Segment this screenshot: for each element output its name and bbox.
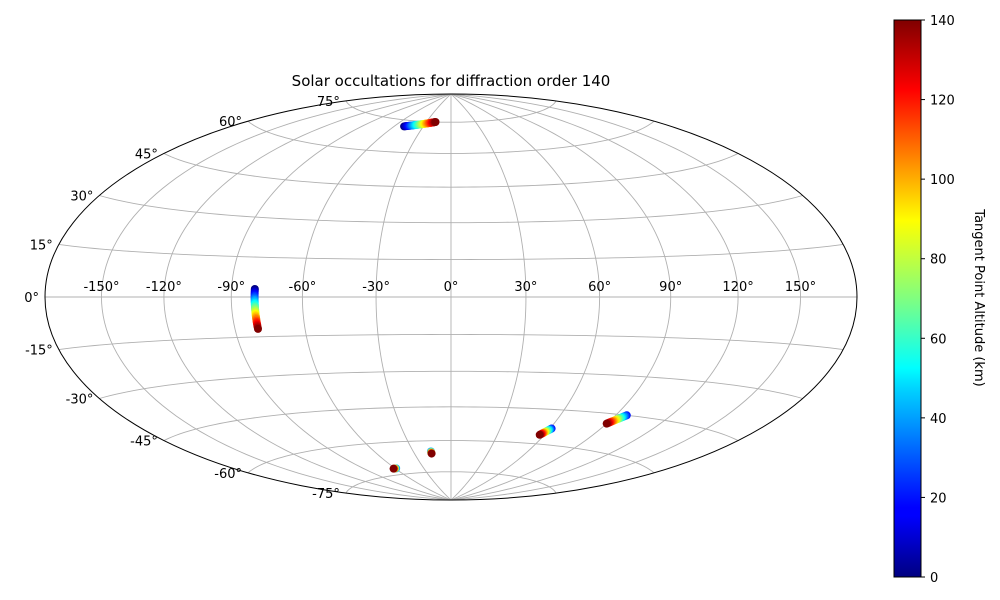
parallel-line	[58, 244, 844, 260]
lon-tick-label: 0°	[444, 280, 459, 295]
lat-tick-label: -60°	[214, 467, 242, 482]
lat-tick-label: 0°	[24, 291, 39, 306]
occultation-point	[427, 449, 436, 458]
map-gridlines	[45, 94, 857, 500]
lat-tick-label: 75°	[317, 95, 340, 110]
lat-tick-label: -15°	[25, 344, 53, 359]
colorbar-ticks: 0 20 40 60 80 100 120 140	[921, 14, 955, 586]
lon-tick-label: -30°	[362, 280, 390, 295]
lon-tick-label: 90°	[659, 280, 682, 295]
lon-tick-label: 120°	[722, 280, 753, 295]
lat-tick-label: -30°	[66, 393, 94, 408]
lat-tick-label: 15°	[30, 239, 53, 254]
colorbar-tick-label: 100	[930, 173, 955, 188]
occultation-point	[535, 430, 544, 439]
lon-tick-label: -60°	[289, 280, 317, 295]
colorbar-tick-label: 40	[930, 412, 947, 427]
parallel-line	[58, 334, 844, 350]
chart-title: Solar occultations for diffraction order…	[292, 72, 611, 90]
parallel-line	[163, 406, 739, 441]
colorbar-tick-label: 140	[930, 14, 955, 29]
colorbar-tick-label: 60	[930, 332, 947, 347]
lon-tick-label: 150°	[785, 280, 816, 295]
parallel-line	[99, 370, 803, 399]
lon-tick-label: -90°	[217, 280, 245, 295]
parallel-line	[247, 120, 655, 154]
lat-tick-label: 60°	[219, 115, 242, 130]
lat-tick-label: 45°	[135, 148, 158, 163]
parallel-line	[345, 471, 557, 494]
longitude-tick-labels: -150° -120° -90° -60° -30° 0° 30° 60° 90° 120° 150…	[83, 280, 816, 295]
lon-tick-label: -150°	[83, 280, 119, 295]
latitude-tick-labels: -75° -60° -45° -30° -15° 0° 15° 30° 45° 60° 75°	[24, 95, 340, 502]
occultation-point	[389, 464, 398, 473]
occultation-point	[431, 117, 440, 126]
lat-tick-label: 30°	[70, 190, 93, 205]
colorbar-tick-label: 80	[930, 253, 947, 268]
lat-tick-label: -45°	[130, 435, 158, 450]
occultation-point	[602, 419, 611, 428]
colorbar-tick-label: 20	[930, 491, 947, 506]
occultation-points	[250, 117, 631, 473]
parallel-line	[99, 195, 803, 224]
lat-tick-label: -75°	[312, 487, 340, 502]
lon-tick-label: 30°	[514, 280, 537, 295]
occultation-point	[254, 324, 262, 333]
colorbar-tick-label: 120	[930, 94, 955, 109]
parallel-line	[247, 440, 655, 474]
parallel-line	[163, 153, 739, 188]
colorbar-tick-label: 0	[930, 571, 938, 586]
parallel-line	[345, 100, 557, 123]
lon-tick-label: 60°	[588, 280, 611, 295]
map-boundary	[44, 93, 858, 501]
colorbar: 0 20 40 60 80 100 120 140 Tangent Point Altitud…	[893, 14, 986, 586]
colorbar-gradient	[893, 19, 922, 578]
colorbar-label: Tangent Point Altitude (km)	[971, 208, 986, 386]
lon-tick-label: -120°	[146, 280, 182, 295]
